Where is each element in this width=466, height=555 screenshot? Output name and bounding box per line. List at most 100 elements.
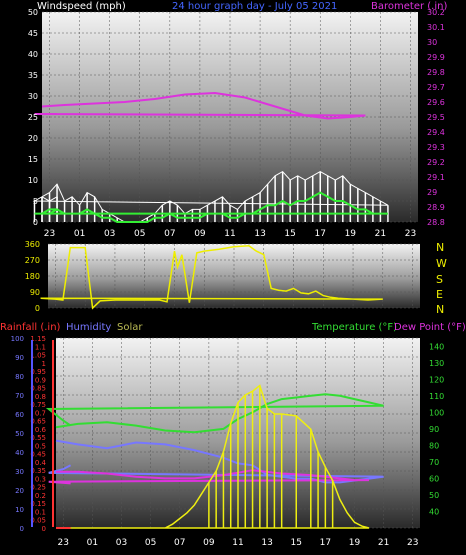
barometer-tick-label: 29.7 — [427, 83, 445, 92]
rain-tick-label: 1.05 — [30, 352, 46, 360]
rain-tick-label: 0.2 — [35, 492, 46, 500]
x-tick-label: 19 — [349, 538, 361, 548]
humidity-tick-label: 20 — [15, 487, 24, 495]
barometer-tick-label: 29.1 — [427, 173, 445, 182]
barometer-tick-label: 29.8 — [427, 68, 445, 77]
direction-tick-label: 180 — [25, 272, 40, 281]
rainfall-axis-label: Rainfall (.in) — [0, 322, 61, 333]
barometer-tick-label: 29.9 — [427, 53, 445, 62]
barometer-axis-label: Barometer (.in) — [371, 1, 447, 12]
humidity-tick-label: 80 — [15, 373, 24, 381]
rain-tick-label: 0.75 — [30, 401, 46, 409]
windspeed-tick-label: 5 — [33, 197, 38, 206]
rain-tick-label: 0.4 — [35, 459, 47, 467]
humidity-tick-label: 60 — [15, 411, 24, 419]
barometer-line — [34, 91, 366, 120]
rain-tick-label: 0.85 — [30, 385, 46, 393]
barometer-tick-label: 28.8 — [427, 218, 445, 227]
x-tick-label: 01 — [74, 229, 85, 239]
direction-tick-label: 90 — [30, 288, 40, 297]
wind-panel-series — [32, 91, 389, 223]
humidity-tick-label: 0 — [20, 525, 24, 533]
direction-tick-label: 0 — [35, 304, 40, 313]
compass-s: S — [436, 273, 443, 286]
windspeed-tick-label: 20 — [28, 134, 38, 143]
dewpoint-axis-label: Dew Point (°F) — [394, 322, 466, 333]
temperature-tick-label: 140 — [429, 342, 444, 351]
rain-tick-label: 1 — [42, 360, 46, 368]
average-wind-line — [34, 191, 388, 223]
humidity-tick-label: 40 — [15, 449, 24, 457]
temperature-tick-label: 130 — [429, 359, 444, 368]
rain-tick-label: 0.25 — [30, 484, 46, 492]
rain-tick-label: 0.1 — [35, 508, 46, 516]
rain-tick-label: 0.65 — [30, 418, 46, 426]
barometer-tick-label: 29.5 — [427, 113, 445, 122]
x-tick-label: 11 — [224, 229, 235, 239]
direction-panel-grid — [48, 243, 420, 309]
compass-n-bottom: N — [436, 303, 444, 316]
humidity-tick-label: 10 — [15, 506, 24, 514]
x-tick-label: 21 — [375, 229, 386, 239]
humidity-tick-label: 90 — [15, 354, 24, 362]
rain-tick-label: 0 — [42, 525, 46, 533]
x-tick-label: 23 — [407, 538, 418, 548]
compass-e: E — [436, 288, 443, 301]
temperature-panel-series — [45, 384, 384, 529]
compass-w: W — [436, 257, 447, 270]
barometer-tick-label: 30.2 — [427, 8, 445, 17]
windspeed-tick-label: 10 — [28, 176, 38, 185]
temperature-tick-label: 90 — [429, 425, 439, 434]
windspeed-tick-label: 25 — [28, 113, 38, 122]
x-tick-label: 09 — [203, 538, 215, 548]
temperature-axis-label: Temperature (°F) — [311, 322, 397, 333]
windspeed-line — [32, 170, 389, 223]
temperature-line — [45, 393, 384, 434]
rain-tick-label: 1.1 — [35, 343, 46, 351]
x-tick-label: 21 — [378, 538, 389, 548]
axis-tick-labels: 0510152025303540455028.828.92929.129.229… — [11, 8, 445, 548]
humidity-legend-label: Humidity — [66, 322, 111, 333]
humidity-tick-label: 70 — [15, 392, 24, 400]
barometer-tick-label: 29 — [427, 188, 437, 197]
barometer-tick-label: 29.2 — [427, 158, 445, 167]
direction-line — [40, 245, 383, 310]
humidity-tick-label: 50 — [15, 430, 24, 438]
humidity-tick-label: 100 — [11, 335, 24, 343]
x-tick-label: 05 — [145, 538, 156, 548]
temperature-tick-label: 40 — [429, 507, 439, 516]
x-tick-label: 13 — [261, 538, 272, 548]
rain-tick-label: 0.8 — [35, 393, 46, 401]
x-tick-label: 07 — [164, 229, 175, 239]
temperature-tick-label: 100 — [429, 408, 444, 417]
rain-tick-label: 0.3 — [35, 475, 46, 483]
temperature-tick-label: 80 — [429, 441, 439, 450]
x-tick-label: 13 — [254, 229, 265, 239]
windspeed-axis-label: Windspeed (mph) — [37, 1, 126, 12]
x-tick-label: 19 — [345, 229, 357, 239]
x-tick-label: 05 — [134, 229, 145, 239]
temperature-tick-label: 120 — [429, 375, 444, 384]
windspeed-tick-label: 50 — [28, 8, 38, 17]
x-tick-label: 09 — [194, 229, 206, 239]
rain-tick-label: 0.6 — [35, 426, 47, 434]
rain-tick-label: 0.9 — [35, 376, 46, 384]
x-tick-label: 03 — [104, 229, 115, 239]
windspeed-tick-label: 40 — [28, 50, 38, 59]
rain-tick-label: 0.5 — [35, 442, 46, 450]
compass-n-top: N — [436, 241, 444, 254]
rain-tick-label: 0.05 — [30, 517, 46, 525]
temperature-tick-label: 110 — [429, 392, 444, 401]
windspeed-tick-label: 0 — [33, 218, 38, 227]
rain-tick-label: 0.7 — [35, 409, 46, 417]
barometer-tick-label: 29.3 — [427, 143, 445, 152]
compass-labels: N W S E N — [436, 241, 447, 316]
barometer-tick-label: 30 — [427, 38, 437, 47]
barometer-tick-label: 30.1 — [427, 23, 445, 32]
direction-tick-label: 270 — [25, 256, 40, 265]
temperature-tick-label: 50 — [429, 491, 439, 500]
x-tick-label: 23 — [405, 229, 416, 239]
solar-legend-label: Solar — [117, 322, 143, 333]
temperature-tick-label: 60 — [429, 474, 439, 483]
